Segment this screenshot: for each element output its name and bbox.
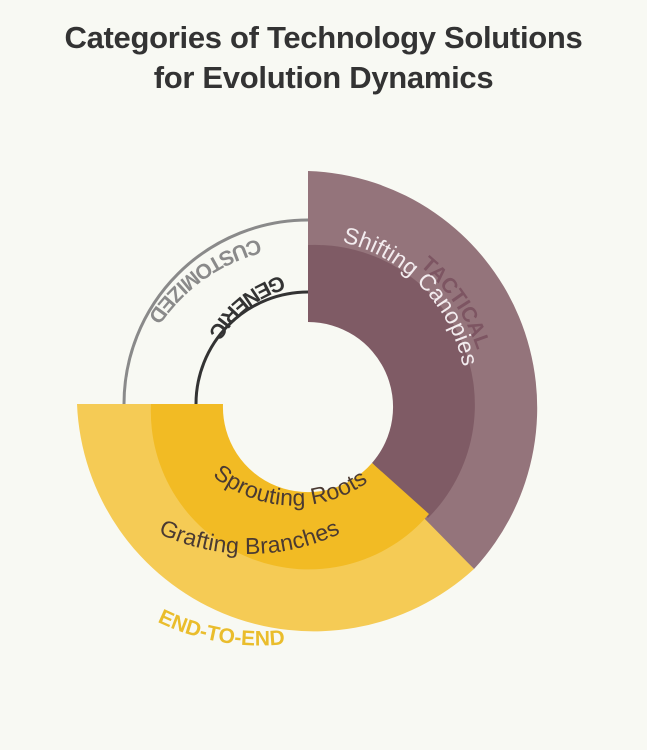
generic-ring <box>194 290 309 405</box>
end-to-end-outer-segment <box>77 404 474 632</box>
title-line-1: Categories of Technology Solutions <box>64 20 583 55</box>
customized-ring <box>122 218 309 405</box>
page-title: Categories of Technology Solutions for E… <box>0 18 647 98</box>
generic-category-label: GENERIC <box>204 271 288 344</box>
title-line-2: for Evolution Dynamics <box>153 60 494 95</box>
end-to-end-inner-segment <box>150 404 429 570</box>
tactical-inner-segment <box>308 244 475 518</box>
tactical-outer-segment <box>308 171 538 569</box>
